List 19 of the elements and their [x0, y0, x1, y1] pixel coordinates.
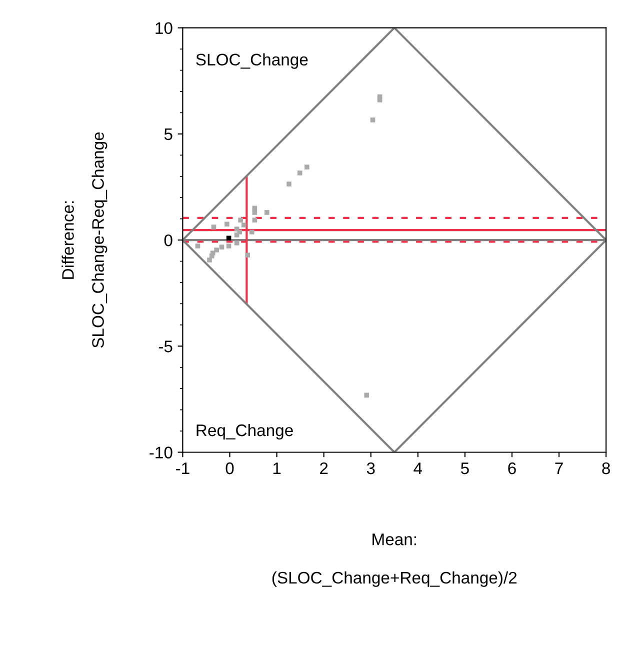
y-tick-label: 5 [164, 128, 172, 140]
x-tick-label: 0 [226, 462, 234, 474]
x-tick-label: 5 [460, 462, 469, 474]
annotation: SLOC_Change [196, 53, 308, 69]
x-tick-label: 7 [555, 462, 563, 474]
y-tick-label: 0 [164, 234, 172, 246]
x-tick-label: 2 [320, 462, 328, 474]
x-tick-label: -1 [176, 462, 190, 474]
x-tick-label: 1 [273, 462, 281, 474]
x-tick-label: 3 [366, 462, 375, 474]
x-tick-label: 6 [508, 462, 516, 474]
y-tick-label: -10 [150, 446, 172, 458]
annotation: Req_Change [196, 424, 293, 440]
y-axis-title: Difference: SLOC_Change-Req_Change [62, 132, 108, 348]
x-tick-label: 4 [414, 462, 422, 474]
y-tick-label: -5 [158, 340, 172, 352]
text: Mean: (SLOC_Change+Req_Change)/2 [272, 534, 517, 587]
y-tick-label: 10 [156, 22, 172, 34]
x-tick-label: 8 [602, 462, 610, 474]
